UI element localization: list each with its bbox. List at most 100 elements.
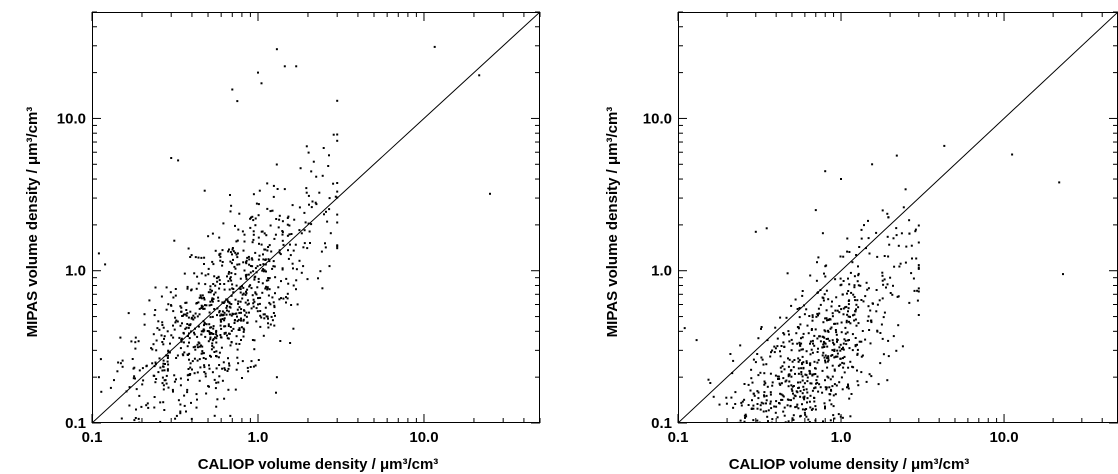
data-point — [303, 211, 306, 214]
data-point — [847, 366, 850, 369]
data-point — [229, 276, 232, 279]
data-points — [683, 144, 1064, 423]
data-point — [756, 353, 759, 355]
data-point — [192, 314, 195, 317]
data-point — [771, 384, 774, 387]
data-point — [221, 264, 224, 267]
data-point — [256, 310, 259, 313]
data-point — [226, 299, 229, 302]
data-point — [823, 293, 826, 296]
data-point — [229, 194, 231, 196]
data-point — [842, 255, 845, 258]
data-point — [790, 384, 793, 387]
data-point — [219, 318, 222, 321]
data-point — [209, 300, 212, 303]
data-point — [212, 325, 215, 328]
one-to-one-line — [678, 12, 1118, 423]
data-point — [215, 367, 218, 370]
data-point — [831, 364, 834, 367]
data-point — [804, 408, 806, 411]
data-point — [271, 209, 274, 212]
data-point — [257, 303, 259, 306]
data-point — [272, 260, 275, 263]
data-point — [731, 372, 734, 375]
data-point — [818, 383, 821, 386]
data-point — [809, 394, 812, 397]
data-point — [204, 357, 207, 360]
data-point — [247, 273, 250, 276]
data-point — [214, 284, 217, 287]
data-point — [213, 275, 216, 278]
data-point — [300, 232, 303, 235]
data-point — [855, 324, 858, 327]
data-point — [185, 309, 188, 311]
data-point — [229, 260, 232, 263]
data-point — [236, 348, 239, 351]
data-point — [203, 263, 205, 265]
data-point — [254, 267, 257, 270]
data-point — [851, 365, 854, 368]
data-point — [197, 325, 200, 328]
data-point — [217, 381, 220, 384]
data-point — [740, 401, 743, 404]
data-point — [273, 237, 276, 240]
data-point — [238, 287, 241, 290]
data-point — [250, 287, 253, 290]
data-point — [242, 335, 245, 338]
data-point — [321, 174, 324, 177]
data-point — [187, 378, 189, 381]
data-point — [857, 322, 860, 325]
data-point — [220, 313, 223, 316]
data-point — [234, 251, 237, 254]
data-point — [797, 387, 800, 389]
data-point — [259, 325, 262, 328]
data-point — [254, 275, 257, 278]
data-point — [824, 317, 827, 320]
data-point — [783, 361, 786, 364]
data-point — [218, 279, 221, 282]
data-point — [298, 259, 301, 262]
data-point — [800, 373, 803, 376]
data-point — [248, 311, 250, 314]
data-point — [229, 344, 232, 347]
data-point — [222, 302, 225, 304]
data-point — [752, 419, 755, 422]
data-point — [198, 342, 201, 345]
data-point — [208, 385, 210, 388]
data-point — [864, 295, 867, 298]
data-point — [825, 386, 828, 389]
data-point — [215, 381, 218, 384]
data-point — [161, 324, 164, 326]
data-point — [289, 243, 291, 246]
data-point — [281, 231, 284, 234]
data-point — [197, 301, 200, 304]
data-point — [180, 340, 183, 343]
data-point — [867, 305, 870, 308]
data-point — [824, 405, 826, 408]
data-point — [776, 416, 779, 419]
data-point — [842, 366, 845, 369]
data-point — [788, 380, 791, 383]
data-point — [251, 339, 254, 341]
data-point — [764, 382, 767, 385]
data-point — [770, 407, 773, 410]
data-point — [310, 170, 313, 173]
data-point — [917, 290, 920, 293]
data-point — [840, 308, 843, 311]
data-point — [245, 273, 248, 276]
data-point — [752, 407, 755, 410]
data-point — [843, 338, 846, 341]
data-point — [254, 217, 257, 220]
data-point — [861, 330, 864, 332]
data-point — [172, 310, 175, 313]
data-point — [198, 379, 201, 382]
data-point — [232, 250, 235, 253]
data-point — [153, 406, 156, 409]
data-point — [778, 402, 780, 404]
data-point — [759, 371, 762, 374]
data-point — [854, 299, 857, 302]
data-point — [242, 249, 245, 252]
data-point — [186, 354, 189, 356]
data-point — [236, 308, 239, 311]
data-point — [189, 310, 192, 313]
